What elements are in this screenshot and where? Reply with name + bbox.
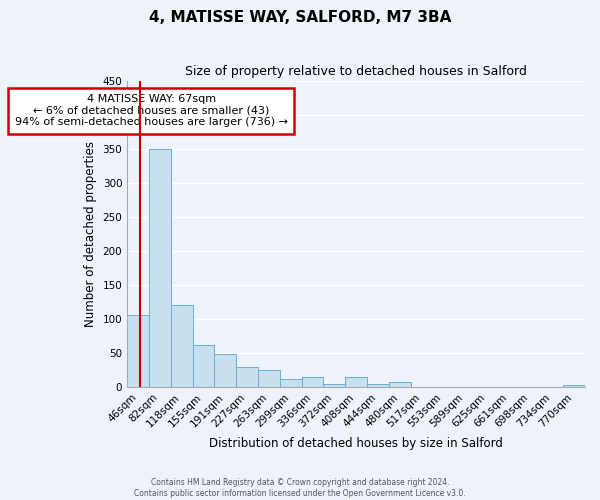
Bar — [280, 379, 302, 387]
Bar — [236, 366, 258, 387]
Bar — [389, 382, 410, 387]
X-axis label: Distribution of detached houses by size in Salford: Distribution of detached houses by size … — [209, 437, 503, 450]
Y-axis label: Number of detached properties: Number of detached properties — [84, 141, 97, 327]
Bar — [127, 316, 149, 387]
Text: Contains HM Land Registry data © Crown copyright and database right 2024.
Contai: Contains HM Land Registry data © Crown c… — [134, 478, 466, 498]
Bar — [563, 385, 585, 387]
Bar — [258, 370, 280, 387]
Bar — [149, 148, 171, 387]
Text: 4, MATISSE WAY, SALFORD, M7 3BA: 4, MATISSE WAY, SALFORD, M7 3BA — [149, 10, 451, 25]
Bar — [193, 344, 214, 387]
Bar — [323, 384, 345, 387]
Title: Size of property relative to detached houses in Salford: Size of property relative to detached ho… — [185, 65, 527, 78]
Bar — [171, 305, 193, 387]
Text: 4 MATISSE WAY: 67sqm
← 6% of detached houses are smaller (43)
94% of semi-detach: 4 MATISSE WAY: 67sqm ← 6% of detached ho… — [14, 94, 287, 128]
Bar — [345, 378, 367, 387]
Bar — [214, 354, 236, 387]
Bar — [302, 376, 323, 387]
Bar — [367, 384, 389, 387]
